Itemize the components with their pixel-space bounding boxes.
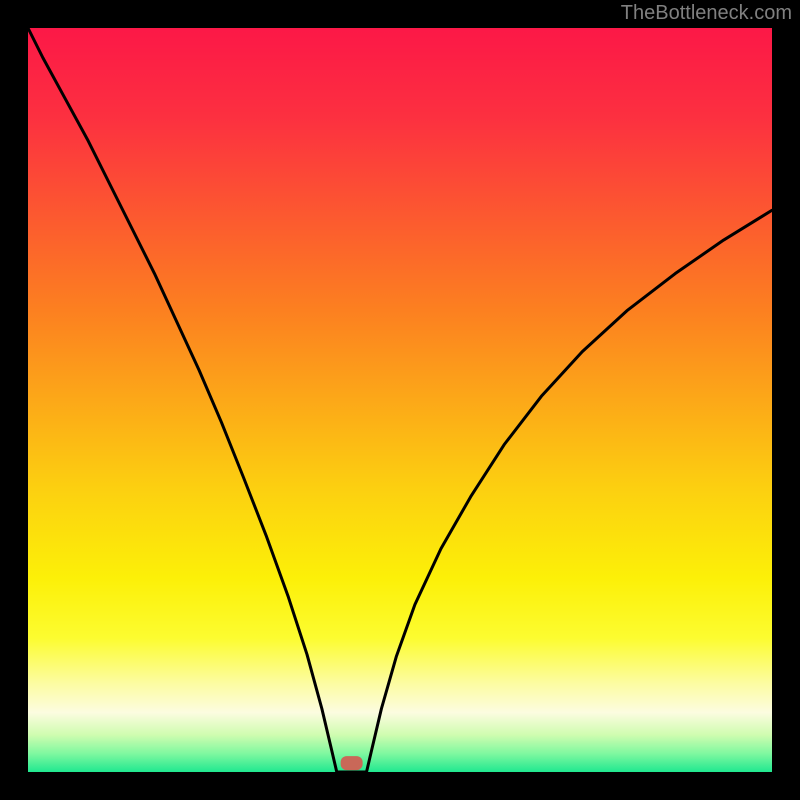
chart-container: TheBottleneck.com bbox=[0, 0, 800, 800]
chart-plot-area bbox=[28, 28, 772, 772]
watermark-text: TheBottleneck.com bbox=[621, 2, 792, 25]
curve-marker bbox=[341, 756, 363, 770]
bottleneck-chart bbox=[0, 0, 800, 800]
